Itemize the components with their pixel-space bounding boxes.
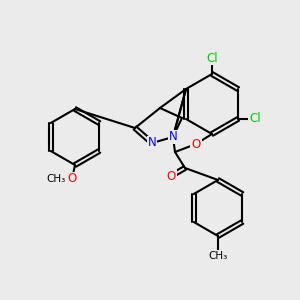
Text: O: O xyxy=(68,172,76,185)
Text: N: N xyxy=(148,136,156,149)
Text: CH₃: CH₃ xyxy=(46,174,66,184)
Text: O: O xyxy=(191,137,201,151)
Text: N: N xyxy=(169,130,177,143)
Text: Cl: Cl xyxy=(206,52,218,64)
Text: O: O xyxy=(167,169,176,182)
Text: CH₃: CH₃ xyxy=(208,251,228,261)
Text: Cl: Cl xyxy=(249,112,261,125)
